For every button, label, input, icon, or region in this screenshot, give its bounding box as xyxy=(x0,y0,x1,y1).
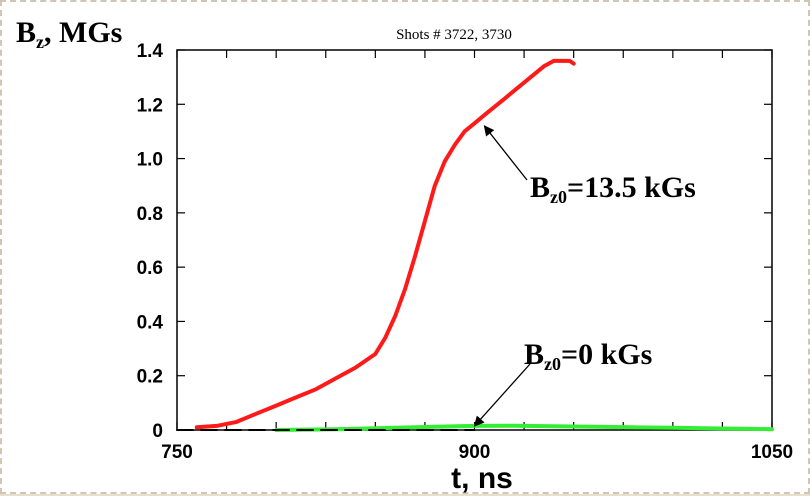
x-tick-label: 1050 xyxy=(751,442,793,463)
chart-title: Shots # 3722, 3730 xyxy=(396,27,512,43)
plot-frame xyxy=(176,49,773,431)
y-tick-label: 0.6 xyxy=(137,258,163,279)
x-axis-label: t, ns xyxy=(451,462,513,495)
x-tick-label: 900 xyxy=(459,442,491,463)
y-axis-label: Bz, MGs xyxy=(16,16,122,52)
y-tick-label: 0.8 xyxy=(137,204,163,225)
series-annotation-label: Bz0=0 kGs xyxy=(524,338,652,374)
y-tick-label: 0 xyxy=(152,421,163,442)
y-tick-label: 0.2 xyxy=(137,367,163,388)
y-tick-label: 1.0 xyxy=(137,150,163,171)
series-line xyxy=(274,423,774,432)
y-tick-label: 1.4 xyxy=(137,41,164,62)
axis-ticks xyxy=(176,49,773,431)
x-tick-label: 750 xyxy=(161,442,193,463)
series-line xyxy=(194,58,576,430)
annotations-layer: Bz0=13.5 kGs Bz0=0 kGs xyxy=(473,125,696,427)
axis-tick-labels: 0 0.2 0.4 0.6 0.8 1.0 1.2 1.4 750 900 1050 xyxy=(137,41,794,463)
series-annotation-label: Bz0=13.5 kGs xyxy=(530,171,696,207)
y-tick-label: 1.2 xyxy=(137,95,163,116)
y-tick-label: 0.4 xyxy=(137,312,164,333)
annotation-arrow xyxy=(473,363,531,427)
series-layer xyxy=(176,58,774,432)
annotation-arrow xyxy=(483,125,528,181)
